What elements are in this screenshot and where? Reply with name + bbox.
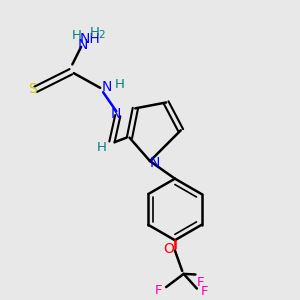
Text: F: F	[200, 285, 208, 298]
Text: N: N	[111, 107, 122, 121]
Text: F: F	[197, 276, 204, 289]
Text: NH: NH	[80, 32, 100, 46]
Text: O: O	[163, 242, 174, 256]
Text: F: F	[155, 284, 163, 296]
Text: 2: 2	[98, 30, 105, 40]
Text: H: H	[72, 28, 82, 42]
Text: N: N	[150, 156, 160, 170]
Text: N: N	[101, 80, 112, 94]
Text: N: N	[77, 38, 88, 52]
Text: S: S	[28, 82, 37, 96]
Text: H: H	[114, 77, 124, 91]
Text: H: H	[89, 26, 99, 39]
Text: H: H	[97, 141, 106, 154]
